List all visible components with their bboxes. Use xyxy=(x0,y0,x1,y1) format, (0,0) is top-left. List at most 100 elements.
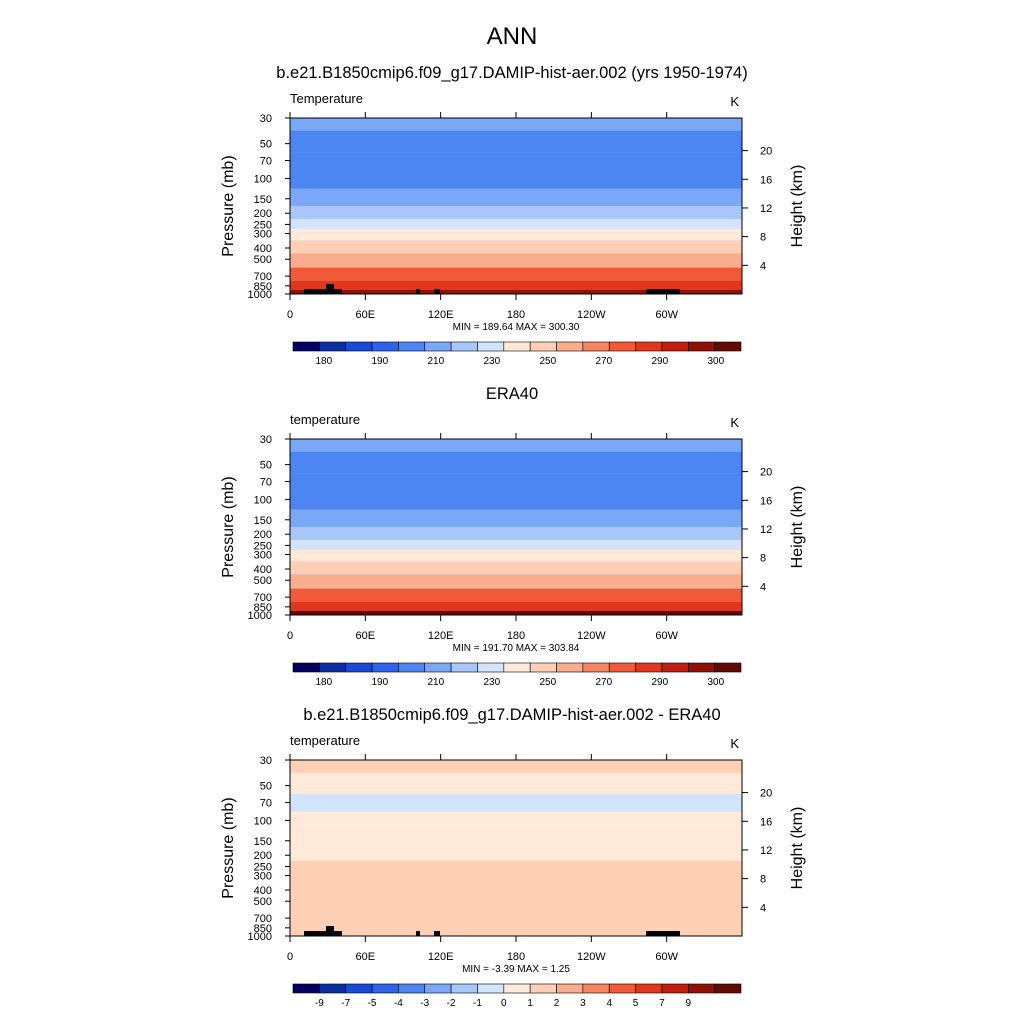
panel-title: b.e21.B1850cmip6.f09_g17.DAMIP-hist-aer.… xyxy=(276,64,747,82)
y-tick-label: 50 xyxy=(260,139,272,151)
height-tick-label: 4 xyxy=(760,260,766,272)
colorbar-swatch xyxy=(582,341,610,352)
colorbar-label: 180 xyxy=(315,356,332,367)
height-tick-label: 8 xyxy=(760,232,766,244)
y-tick-label: 150 xyxy=(254,515,272,527)
contour-band xyxy=(290,870,742,883)
colorbar-swatch xyxy=(529,662,557,673)
colorbar-swatch xyxy=(503,662,531,673)
colorbar-label: 290 xyxy=(651,356,668,367)
colorbar-swatch xyxy=(687,983,715,994)
colorbar-swatch xyxy=(292,662,320,673)
contour-band xyxy=(290,280,742,290)
y-tick-label: 50 xyxy=(260,460,272,472)
contour-band xyxy=(290,610,742,615)
y-axis-title: Pressure (mb) xyxy=(220,797,237,898)
y-tick-label: 500 xyxy=(254,254,272,266)
colorbar-swatch xyxy=(635,662,663,673)
y-tick-label: 150 xyxy=(254,194,272,206)
y-tick-label: 100 xyxy=(254,173,272,185)
y-axis-title: Pressure (mb) xyxy=(220,155,237,256)
contour-band xyxy=(290,240,742,254)
y-tick-label: 700 xyxy=(254,271,272,283)
contour-band xyxy=(290,588,742,602)
x-tick-label: 120W xyxy=(577,951,606,963)
colorbar-label: 2 xyxy=(554,998,560,1009)
colorbar-swatch xyxy=(345,341,373,352)
y-tick-label: 850 xyxy=(254,281,272,293)
y-tick-label: 250 xyxy=(254,219,272,231)
contour-band xyxy=(290,218,742,229)
y-tick-label: 1000 xyxy=(248,610,272,622)
colorbar-swatch xyxy=(687,341,715,352)
colorbar-label: -9 xyxy=(315,998,324,1009)
colorbar-swatch xyxy=(582,983,610,994)
colorbar-swatch xyxy=(319,662,347,673)
colorbar-swatch xyxy=(477,662,505,673)
colorbar-label: 270 xyxy=(595,356,612,367)
colorbar-label: 7 xyxy=(659,998,665,1009)
contour-band xyxy=(290,253,742,268)
height-tick-label: 20 xyxy=(760,467,772,479)
topography-mask xyxy=(646,931,680,936)
y-tick-label: 500 xyxy=(254,896,272,908)
colorbar-swatch xyxy=(345,662,373,673)
x-tick-label: 60E xyxy=(356,630,376,642)
colorbar-swatch xyxy=(450,662,478,673)
colorbar-swatch xyxy=(714,983,742,994)
height-tick-label: 20 xyxy=(760,788,772,800)
x-tick-label: 180 xyxy=(507,309,525,321)
x-tick-label: 60E xyxy=(356,951,376,963)
colorbar-label: 230 xyxy=(483,677,500,688)
colorbar-swatch xyxy=(608,341,636,352)
colorbar-label: 300 xyxy=(707,356,724,367)
x-tick-label: 120W xyxy=(577,309,606,321)
colorbar-label: -5 xyxy=(368,998,377,1009)
colorbar-swatch xyxy=(714,662,742,673)
contour-band xyxy=(290,760,742,773)
min-max-label: MIN = 191.70 MAX = 303.84 xyxy=(453,643,580,654)
colorbar-swatch xyxy=(319,983,347,994)
contour-band xyxy=(290,794,742,812)
min-max-label: MIN = -3.39 MAX = 1.25 xyxy=(462,964,570,975)
colorbar-swatch xyxy=(608,662,636,673)
y-tick-label: 30 xyxy=(260,434,272,446)
x-tick-label: 180 xyxy=(507,630,525,642)
contour-band xyxy=(290,130,742,153)
y-tick-label: 30 xyxy=(260,755,272,767)
height-tick-label: 16 xyxy=(760,495,772,507)
panel-units: K xyxy=(730,415,739,430)
y-tick-label: 1000 xyxy=(248,931,272,943)
colorbar-label: -1 xyxy=(473,998,482,1009)
x-tick-label: 0 xyxy=(287,309,293,321)
colorbar-swatch xyxy=(450,341,478,352)
y-tick-label: 400 xyxy=(254,564,272,576)
contour-band xyxy=(290,895,742,910)
height-tick-label: 12 xyxy=(760,203,772,215)
topography-mask xyxy=(434,289,440,294)
contour-band xyxy=(290,574,742,589)
y-tick-label: 30 xyxy=(260,113,272,125)
contour-band xyxy=(290,228,742,241)
topography-mask xyxy=(326,289,334,294)
contour-band xyxy=(290,152,742,170)
topography-mask xyxy=(304,289,342,294)
colorbar-swatch xyxy=(503,983,531,994)
colorbar-swatch xyxy=(398,341,426,352)
x-tick-label: 60E xyxy=(356,309,376,321)
colorbar-swatch xyxy=(661,341,689,352)
y-tick-label: 700 xyxy=(254,913,272,925)
y-tick-label: 200 xyxy=(254,529,272,541)
colorbar-swatch xyxy=(345,983,373,994)
topography-mask xyxy=(304,931,342,936)
contour-band xyxy=(290,772,742,795)
contour-band xyxy=(290,882,742,896)
y-tick-label: 100 xyxy=(254,815,272,827)
contour-band xyxy=(290,860,742,871)
contour-band xyxy=(290,830,742,848)
y-tick-label: 100 xyxy=(254,494,272,506)
colorbar-swatch xyxy=(319,341,347,352)
colorbar-swatch xyxy=(529,341,557,352)
panel-units: K xyxy=(730,736,739,751)
x-tick-label: 60W xyxy=(655,630,678,642)
